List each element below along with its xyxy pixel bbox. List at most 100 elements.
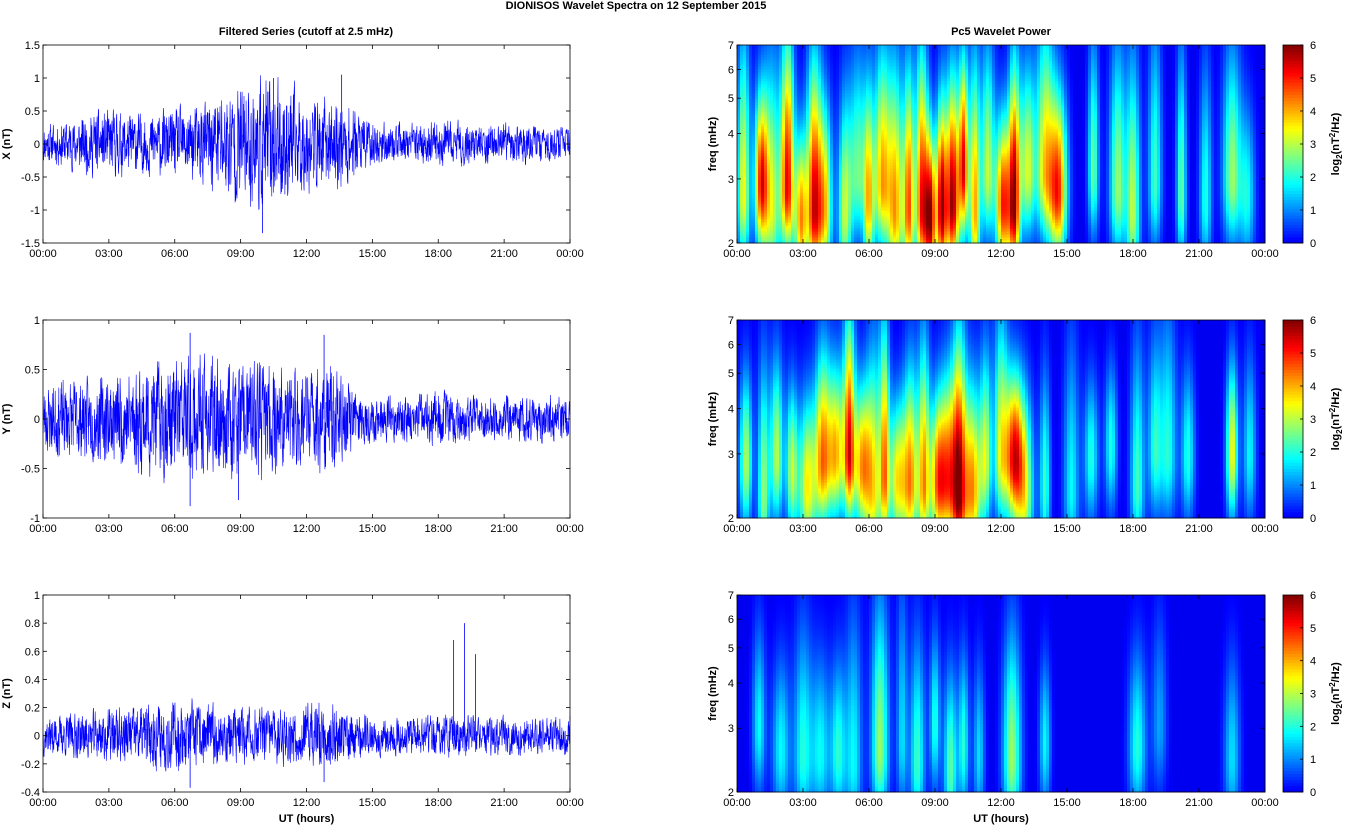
heatmap-cell: [836, 210, 840, 214]
heatmap-cell: [929, 48, 933, 52]
heatmap-cell: [836, 57, 840, 61]
heatmap-cell: [929, 144, 933, 148]
heatmap-cell: [890, 222, 894, 226]
heatmap-cell: [950, 108, 954, 112]
heatmap-cell: [896, 207, 900, 211]
heatmap-cell: [839, 129, 843, 133]
heatmap-cell: [860, 171, 864, 175]
heatmap-cell: [860, 105, 864, 109]
heatmap-cell: [944, 48, 948, 52]
heatmap-cell: [932, 171, 936, 175]
heatmap-cell: [953, 207, 957, 211]
heatmap-cell: [815, 198, 819, 202]
heatmap-cell: [794, 165, 798, 169]
heatmap-cell: [833, 84, 837, 88]
heatmap-cell: [839, 195, 843, 199]
heatmap-cell: [878, 108, 882, 112]
heatmap-cell: [791, 72, 795, 76]
heatmap-cell: [776, 177, 780, 181]
heatmap-cell: [851, 108, 855, 112]
heatmap-cell: [851, 171, 855, 175]
heatmap-cell: [860, 96, 864, 100]
heatmap-cell: [758, 51, 762, 55]
heatmap-cell: [821, 117, 825, 121]
heatmap-cell: [890, 213, 894, 217]
heatmap-cell: [953, 234, 957, 238]
heatmap-cell: [818, 84, 822, 88]
heatmap-cell: [863, 102, 867, 106]
heatmap-cell: [953, 231, 957, 235]
heatmap-cell: [848, 66, 852, 70]
heatmap-cell: [902, 159, 906, 163]
heatmap-cell: [848, 105, 852, 109]
heatmap-cell: [911, 201, 915, 205]
heatmap-cell: [767, 66, 771, 70]
heatmap-cell: [890, 162, 894, 166]
heatmap-cell: [767, 126, 771, 130]
heatmap-cell: [950, 159, 954, 163]
heatmap-cell: [770, 162, 774, 166]
heatmap-cell: [932, 228, 936, 232]
heatmap-cell: [770, 123, 774, 127]
heatmap-cell: [926, 66, 930, 70]
heatmap-cell: [851, 156, 855, 160]
heatmap-cell: [806, 48, 810, 52]
y-tick-label: 0.8: [25, 618, 40, 630]
heatmap-cell: [764, 81, 768, 85]
heatmap-cell: [830, 234, 834, 238]
heatmap-cell: [860, 123, 864, 127]
heatmap-cell: [830, 195, 834, 199]
heatmap-cell: [830, 213, 834, 217]
heatmap-cell: [950, 150, 954, 154]
heatmap-cell: [827, 135, 831, 139]
heatmap-cell: [890, 159, 894, 163]
heatmap-cell: [911, 87, 915, 91]
heatmap-cell: [821, 99, 825, 103]
heatmap-cell: [926, 159, 930, 163]
heatmap-cell: [791, 111, 795, 115]
heatmap-cell: [836, 195, 840, 199]
heatmap-cell: [860, 186, 864, 190]
heatmap-cell: [833, 180, 837, 184]
heatmap-cell: [842, 72, 846, 76]
heatmap-cell: [866, 216, 870, 220]
heatmap-cell: [845, 216, 849, 220]
heatmap-cell: [893, 54, 897, 58]
heatmap-cell: [881, 213, 885, 217]
heatmap-cell: [914, 96, 918, 100]
heatmap-cell: [788, 201, 792, 205]
heatmap-cell: [860, 45, 864, 49]
heatmap-cell: [770, 75, 774, 79]
heatmap-cell: [890, 225, 894, 229]
heatmap-cell: [872, 141, 876, 145]
heatmap-cell: [890, 150, 894, 154]
heatmap-cell: [758, 123, 762, 127]
heatmap-cell: [797, 114, 801, 118]
heatmap-cell: [770, 78, 774, 82]
heatmap-cell: [863, 81, 867, 85]
heatmap-cell: [869, 195, 873, 199]
heatmap-cell: [881, 84, 885, 88]
heatmap-cell: [938, 117, 942, 121]
heatmap-cell: [908, 114, 912, 118]
heatmap-cell: [920, 207, 924, 211]
heatmap-cell: [860, 240, 864, 244]
heatmap-cell: [932, 192, 936, 196]
heatmap-cell: [818, 234, 822, 238]
heatmap-cell: [857, 126, 861, 130]
heatmap-cell: [839, 237, 843, 241]
heatmap-cell: [785, 135, 789, 139]
heatmap-cell: [872, 84, 876, 88]
heatmap-cell: [860, 192, 864, 196]
heatmap-cell: [743, 90, 747, 94]
heatmap-cell: [776, 141, 780, 145]
heatmap-cell: [782, 240, 786, 244]
heatmap-cell: [848, 54, 852, 58]
heatmap-cell: [878, 177, 882, 181]
heatmap-cell: [917, 180, 921, 184]
heatmap-cell: [884, 150, 888, 154]
heatmap-cell: [761, 120, 765, 124]
heatmap-cell: [920, 234, 924, 238]
heatmap-cell: [887, 72, 891, 76]
heatmap-cell: [737, 111, 741, 115]
